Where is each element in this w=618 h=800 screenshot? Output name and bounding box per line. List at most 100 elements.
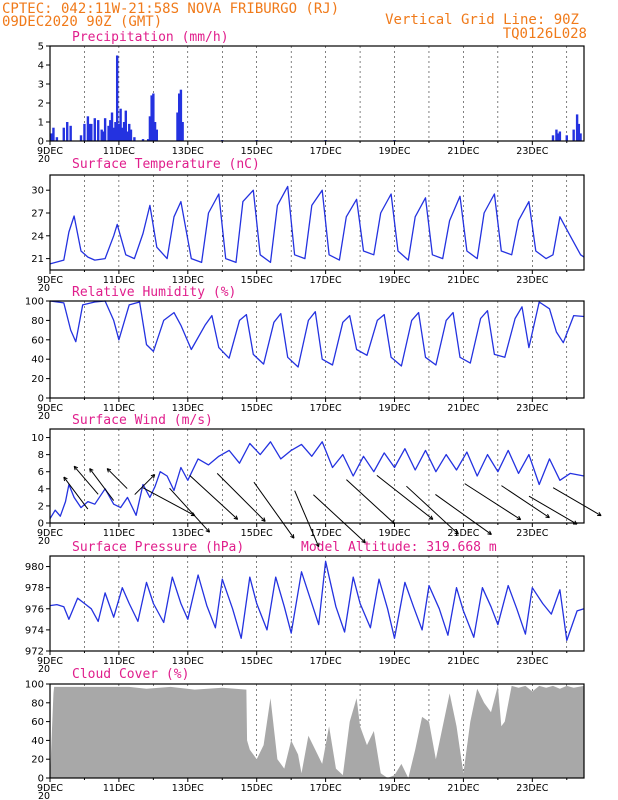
wind-vector [313,494,366,544]
humidity-xtick-label: 9DEC [37,403,63,414]
pressure-year-label: 20 [38,664,50,675]
temp-ytick-label: 30 [31,186,44,197]
precip-bar [146,139,150,141]
temp-xtick-label: 21DEC [447,275,479,286]
pressure-xtick-label: 21DEC [447,656,479,667]
wind-vector-head [89,468,94,473]
cloud-ytick-label: 20 [31,755,44,766]
precip-bar [141,139,145,141]
precip-xtick-label: 21DEC [447,146,479,157]
cloud-xtick-label: 23DEC [516,783,548,794]
wind-vector-head [487,530,492,535]
precip-ytick-label: 4 [38,61,44,72]
pressure-ytick-label: 978 [25,583,44,594]
temp-year-label: 20 [38,283,50,294]
wind-vector [435,494,492,535]
temp-xtick-label: 23DEC [516,275,548,286]
precip-bar [93,118,96,141]
wind-vector-head [516,515,522,521]
wind-vector [169,487,210,533]
precip-bar [551,135,555,141]
humidity-xtick-label: 23DEC [516,403,548,414]
precip-bar [119,108,122,141]
precip-bar [83,123,86,141]
wind-vector [189,474,238,520]
cloud-ytick-label: 0 [38,774,44,785]
precip-panel: 0 1 2 3 4 5 9DEC 11DEC 13DEC 15DEC 17DEC 19DEC 21DEC… [37,42,585,165]
wind-vector [552,487,602,517]
wind-series-line [49,441,585,520]
precip-bar [100,129,103,141]
pressure-xtick-label: 17DEC [310,656,342,667]
wind-vector [142,487,196,517]
header-run-date: 09DEC2020 90Z (GMT) [2,14,162,30]
precip-ytick-label: 5 [38,42,44,53]
wind-xtick-label: 19DEC [378,528,410,539]
precip-bar [52,127,55,141]
humidity-ytick-label: 0 [38,394,44,405]
pressure-xtick-label: 11DEC [103,656,135,667]
cloud-panel: 0 20 40 60 80 100 9DEC 11DEC 13DEC 15DEC 17DEC 19DE… [25,680,585,800]
temp-panel: 21 24 27 30 9DEC 11DEC 13DEC 15DEC 17DEC 19DEC 21D… [31,174,585,294]
wind-ytick-label: 6 [38,467,44,478]
header-location: CPTEC: 042:11W-21:58S NOVA FRIBURGO (RJ) [2,1,339,17]
temp-xtick-label: 11DEC [103,275,135,286]
precip-xtick-label: 15DEC [241,146,273,157]
precip-bar [148,116,152,141]
precip-bar [155,129,158,141]
pressure-ytick-label: 972 [25,647,44,658]
precip-xtick-label: 11DEC [103,146,135,157]
pressure-series-line [49,560,585,642]
temp-ytick-label: 27 [31,209,44,220]
pressure-ytick-label: 980 [25,562,44,573]
wind-vector [501,485,550,519]
wind-vector [253,481,295,539]
humidity-title: Relative Humidity (%) [72,285,236,300]
header-model: TQ0126L028 [503,26,587,42]
pressure-xtick-label: 23DEC [516,656,548,667]
wind-xtick-label: 15DEC [241,528,273,539]
humidity-ytick-label: 20 [31,374,44,385]
precip-bar [115,55,119,141]
wind-vector-head [233,515,239,520]
humidity-ytick-label: 40 [31,355,44,366]
wind-vector-head [73,465,79,471]
precip-bar [88,123,91,141]
header: CPTEC: 042:11W-21:58S NOVA FRIBURGO (RJ)… [2,1,587,42]
humidity-xtick-label: 17DEC [310,403,342,414]
precip-bar [556,133,560,141]
precip-bar [565,135,568,141]
model-altitude: Model Altitude: 319.668 m [301,540,497,555]
precip-bar [177,93,181,141]
wind-xtick-label: 13DEC [172,528,204,539]
temp-ytick-label: 24 [31,231,44,242]
cloud-year-label: 20 [38,791,50,800]
humidity-panel: 0 20 40 60 80 100 9DEC 11DEC 13DEC 15DEC 17DEC 19DE… [25,297,585,422]
cloud-xtick-label: 11DEC [103,783,135,794]
cloud-ytick-label: 40 [31,736,44,747]
wind-vector-head [261,517,266,522]
pressure-xtick-label: 19DEC [378,656,410,667]
temp-series-line [49,185,585,265]
wind-vector [216,473,266,522]
precip-bar [117,123,121,141]
precip-bar [122,122,126,141]
cloud-xtick-label: 15DEC [241,783,273,794]
precip-bar [176,112,179,141]
precip-bar [110,112,114,141]
wind-vector-head [290,534,295,539]
wind-vector-head [63,476,68,482]
humidity-xtick-label: 11DEC [103,403,135,414]
precip-bar [102,131,105,141]
precip-frame [49,45,585,142]
precip-bar [129,129,133,141]
wind-ytick-label: 10 [31,433,44,444]
precip-bar [62,127,65,141]
cloud-xtick-label: 19DEC [378,783,410,794]
precip-bar [152,93,155,141]
wind-ytick-label: 2 [38,501,44,512]
humidity-ytick-label: 80 [31,316,44,327]
precip-bar [121,127,124,141]
temp-frame [49,174,585,271]
cloud-frame [49,683,585,779]
